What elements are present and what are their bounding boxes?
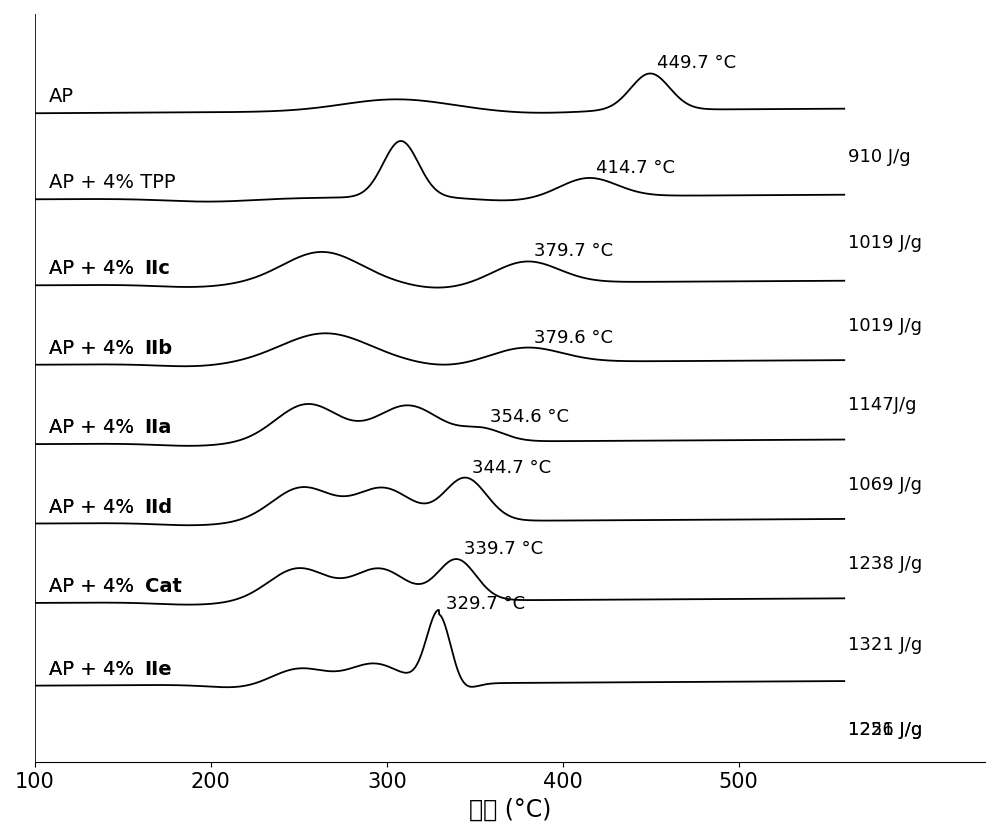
Text: IIb: IIb [145, 339, 173, 357]
Text: AP + 4%: AP + 4% [49, 497, 140, 516]
Text: 329.7 °C: 329.7 °C [446, 594, 525, 613]
Text: AP + 4% TPP: AP + 4% TPP [49, 173, 175, 192]
Text: IIc: IIc [145, 259, 171, 278]
Text: 910 J/g: 910 J/g [848, 148, 910, 166]
Text: AP + 4%: AP + 4% [49, 418, 140, 436]
Text: 379.7 °C: 379.7 °C [534, 242, 613, 260]
Text: AP + 4%: AP + 4% [49, 259, 140, 278]
Text: 354.6 °C: 354.6 °C [490, 408, 569, 426]
Text: 449.7 °C: 449.7 °C [657, 54, 736, 73]
Text: 1321 J/g: 1321 J/g [848, 635, 922, 654]
Text: Cat: Cat [145, 576, 182, 595]
Text: AP + 4%: AP + 4% [49, 339, 140, 357]
Text: AP + 4%: AP + 4% [49, 418, 140, 436]
Text: IIa: IIa [145, 418, 172, 436]
Text: AP: AP [49, 87, 74, 106]
Text: 1221 J/g: 1221 J/g [848, 720, 922, 737]
Text: AP + 4%: AP + 4% [49, 497, 140, 516]
Text: 1147J/g: 1147J/g [848, 396, 916, 414]
Text: 1256 J/g: 1256 J/g [848, 720, 922, 737]
Text: AP + 4%: AP + 4% [49, 659, 140, 678]
Text: IIe: IIe [145, 659, 172, 678]
Text: 414.7 °C: 414.7 °C [596, 159, 675, 176]
Text: AP + 4%: AP + 4% [49, 576, 140, 595]
Text: AP + 4%: AP + 4% [49, 339, 140, 357]
Text: IId: IId [145, 497, 173, 516]
X-axis label: 温度 (°C): 温度 (°C) [469, 797, 551, 821]
Text: 1019 J/g: 1019 J/g [848, 317, 922, 334]
Text: 1069 J/g: 1069 J/g [848, 475, 922, 493]
Text: AP + 4%: AP + 4% [49, 659, 140, 678]
Text: AP + 4%: AP + 4% [49, 259, 140, 278]
Text: 344.7 °C: 344.7 °C [472, 458, 552, 476]
Text: 1019 J/g: 1019 J/g [848, 234, 922, 252]
Text: 379.6 °C: 379.6 °C [534, 329, 613, 346]
Text: AP + 4%: AP + 4% [49, 576, 140, 595]
Text: 1238 J/g: 1238 J/g [848, 554, 922, 573]
Text: 339.7 °C: 339.7 °C [464, 539, 543, 558]
